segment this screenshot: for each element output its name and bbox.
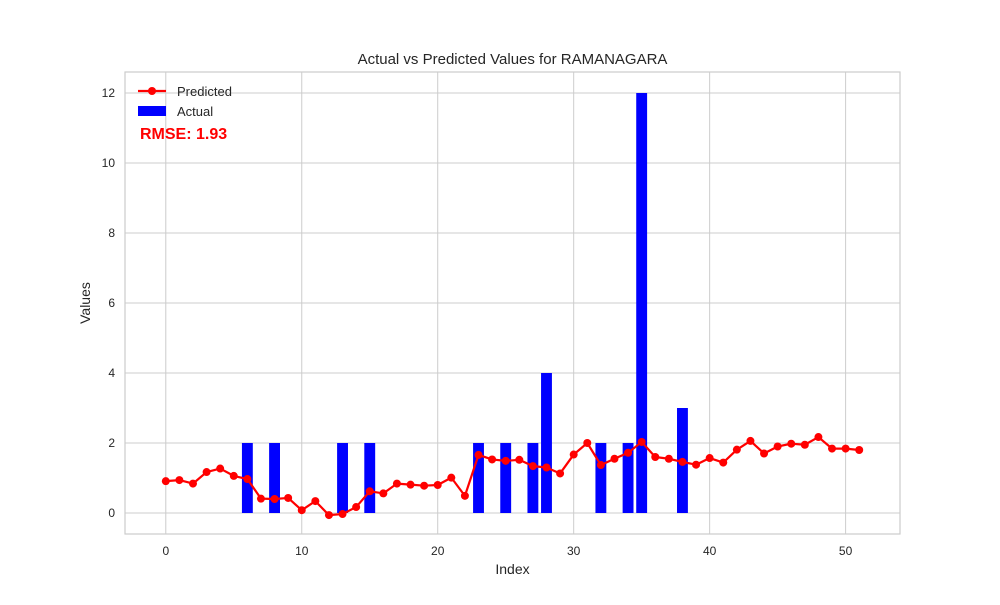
predicted-point	[678, 457, 687, 466]
predicted-point	[433, 481, 442, 489]
predicted-point	[243, 475, 252, 484]
chart-title: Actual vs Predicted Values for RAMANAGAR…	[358, 51, 668, 68]
y-tick-label: 8	[108, 226, 115, 240]
predicted-point	[800, 440, 809, 449]
y-tick-label: 0	[108, 506, 115, 520]
y-tick-label: 4	[108, 366, 115, 380]
predicted-point	[732, 445, 741, 454]
x-tick-label: 50	[839, 544, 853, 558]
predicted-point	[392, 479, 401, 488]
predicted-point	[556, 469, 565, 478]
actual-bar	[622, 443, 634, 513]
predicted-point	[651, 453, 660, 461]
predicted-point	[569, 450, 578, 459]
predicted-point	[855, 446, 864, 454]
y-tick-label: 12	[102, 86, 116, 100]
predicted-point	[474, 450, 483, 459]
predicted-point	[229, 471, 238, 480]
predicted-point	[583, 439, 592, 447]
x-tick-label: 30	[567, 544, 581, 558]
predicted-point	[501, 456, 510, 465]
x-tick-label: 10	[295, 544, 309, 558]
predicted-point	[760, 449, 769, 458]
predicted-point	[692, 460, 701, 469]
actual-bar	[541, 373, 552, 513]
predicted-line	[165, 435, 860, 517]
predicted-point	[297, 506, 306, 515]
actual-bar	[636, 93, 648, 513]
legend-predicted-label: Predicted	[177, 84, 232, 99]
rmse-annotation: RMSE: 1.93	[140, 126, 227, 143]
y-tick-label: 2	[108, 436, 115, 450]
grid	[125, 72, 900, 534]
predicted-point	[746, 436, 755, 445]
legend-predicted-marker	[148, 87, 156, 95]
predicted-line-group	[161, 433, 864, 520]
predicted-point	[270, 495, 279, 503]
predicted-point	[284, 493, 293, 502]
predicted-point	[664, 454, 673, 463]
predicted-point	[311, 497, 320, 506]
x-tick-label: 0	[162, 544, 169, 558]
legend: Predicted Actual	[138, 84, 232, 119]
legend-actual-label: Actual	[177, 104, 213, 119]
predicted-point	[705, 454, 714, 463]
predicted-point	[338, 510, 347, 519]
predicted-point	[379, 489, 388, 498]
predicted-point	[719, 458, 728, 467]
plot-frame	[124, 71, 901, 535]
predicted-point	[773, 442, 782, 451]
predicted-point	[216, 464, 225, 473]
predicted-point	[324, 511, 333, 520]
actual-bar	[364, 443, 376, 513]
actual-bar	[269, 443, 280, 513]
predicted-point	[542, 463, 551, 472]
predicted-point	[256, 494, 265, 503]
predicted-point	[528, 462, 537, 471]
predicted-point	[447, 473, 456, 482]
predicted-point	[460, 491, 469, 500]
actual-bar	[595, 443, 607, 513]
predicted-point	[610, 454, 619, 463]
actual-bar	[500, 443, 512, 513]
predicted-point	[787, 439, 796, 448]
predicted-point	[624, 448, 633, 457]
predicted-point	[365, 487, 374, 496]
legend-actual-swatch	[138, 106, 166, 116]
predicted-point	[175, 476, 184, 485]
predicted-point	[814, 433, 823, 442]
predicted-point	[406, 480, 415, 489]
x-tick-label: 40	[703, 544, 717, 558]
predicted-point	[161, 477, 170, 486]
actual-bar	[337, 443, 348, 513]
predicted-point	[202, 468, 211, 477]
predicted-point	[637, 437, 646, 446]
predicted-point	[352, 503, 361, 512]
predicted-point	[515, 455, 524, 464]
x-tick-label: 20	[431, 544, 445, 558]
x-axis-label: Index	[495, 561, 529, 577]
predicted-point	[596, 461, 605, 470]
y-axis-label: Values	[77, 282, 93, 324]
predicted-point	[841, 444, 850, 453]
y-tick-label: 6	[108, 296, 115, 310]
actual-bar	[473, 443, 484, 513]
predicted-point	[488, 455, 497, 464]
predicted-point	[420, 481, 429, 490]
tick-labels: 0 10 20 30 40 50 0 2 4 6 8 10 12	[102, 86, 853, 558]
y-tick-label: 10	[102, 156, 116, 170]
predicted-point	[828, 444, 837, 453]
actual-bar	[527, 443, 539, 513]
predicted-point	[188, 479, 197, 488]
